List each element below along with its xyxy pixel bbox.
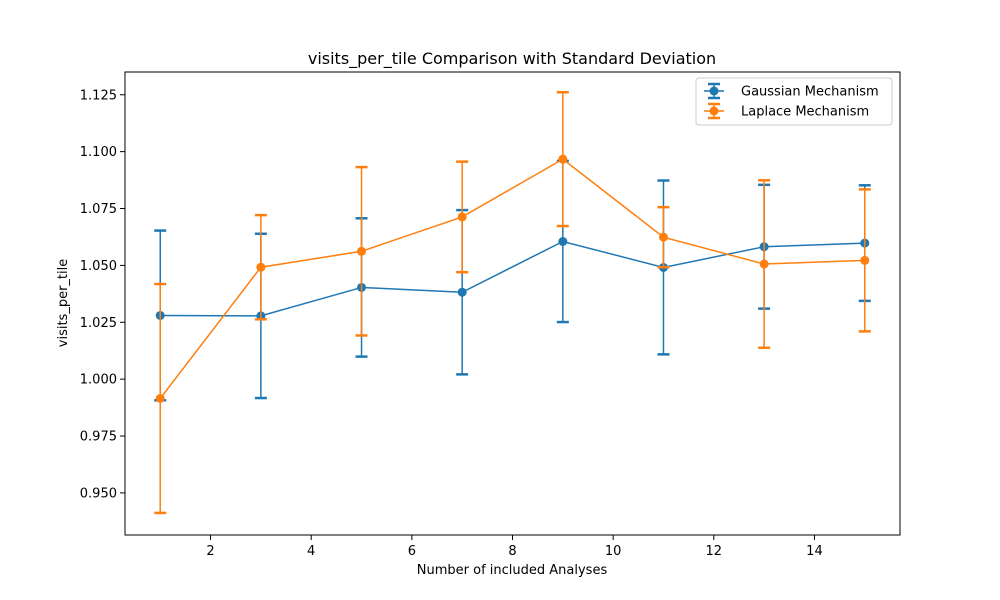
y-tick-label: 1.100	[80, 145, 117, 160]
x-tick-label: 10	[605, 544, 622, 559]
series-laplace-mechanism	[154, 90, 871, 515]
y-axis-label: visits_per_tile	[56, 259, 71, 347]
data-point	[658, 232, 668, 242]
y-tick-label: 0.950	[80, 486, 117, 501]
data-point	[558, 154, 568, 164]
x-tick-label: 14	[806, 544, 823, 559]
series-line	[160, 240, 865, 317]
legend-label: Laplace Mechanism	[741, 105, 869, 120]
chart-title: visits_per_tile Comparison with Standard…	[308, 49, 716, 69]
data-point	[860, 255, 870, 265]
data-point	[155, 393, 165, 403]
x-tick-label: 4	[307, 544, 315, 559]
legend-label: Gaussian Mechanism	[741, 85, 879, 100]
y-tick-label: 1.050	[80, 259, 117, 274]
data-point	[759, 259, 769, 269]
legend-marker	[709, 86, 719, 96]
x-tick-label: 8	[508, 544, 516, 559]
y-tick-label: 0.975	[80, 430, 117, 445]
legend-item: Laplace Mechanism	[704, 102, 869, 120]
y-axis: 0.950 0.975 1.000 1.025 1.050 1.075 1.100 1.125	[80, 88, 125, 501]
x-tick-label: 2	[206, 544, 214, 559]
series-line	[159, 158, 865, 399]
y-tick-label: 1.125	[80, 88, 117, 103]
axes-frame	[124, 71, 901, 536]
y-tick-label: 1.025	[80, 316, 117, 331]
x-tick-label: 6	[408, 544, 416, 559]
data-point	[256, 262, 266, 272]
x-tick-label: 12	[706, 544, 723, 559]
legend-marker	[709, 106, 719, 116]
data-point	[357, 246, 367, 256]
data-point	[457, 287, 467, 297]
legend-item: Gaussian Mechanism	[704, 82, 879, 100]
legend-box	[695, 77, 893, 126]
y-tick-label: 1.075	[80, 202, 117, 217]
legend: Gaussian Mechanism Laplace Mechanism	[695, 77, 893, 126]
x-axis: 2 4 6 8 10 12 14	[206, 535, 823, 559]
data-point	[457, 212, 467, 222]
series-gaussian-mechanism	[154, 159, 871, 402]
y-tick-label: 1.000	[80, 373, 117, 388]
data-point	[558, 237, 568, 247]
plot-area	[154, 90, 871, 515]
x-axis-label: Number of included Analyses	[417, 563, 608, 578]
